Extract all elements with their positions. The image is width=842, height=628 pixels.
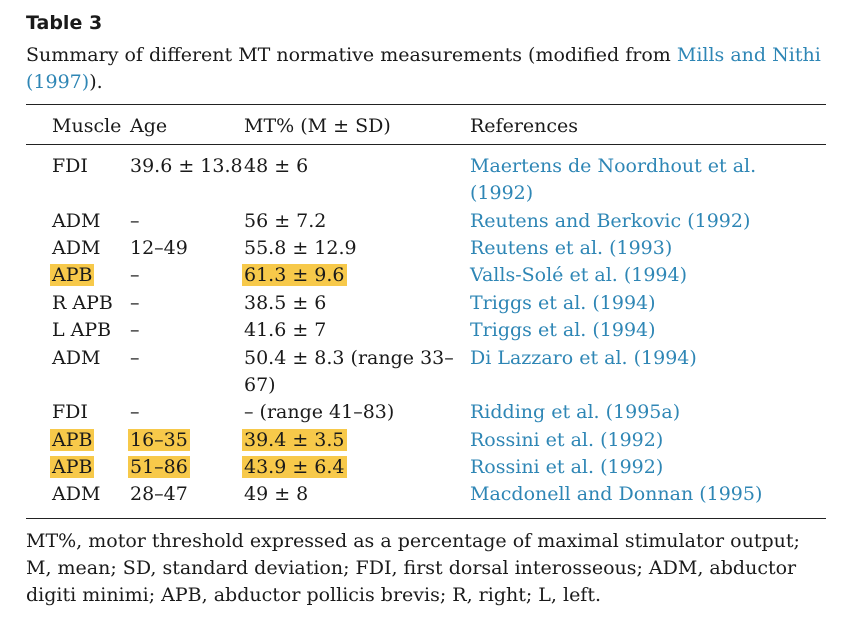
table-label: Table 3 <box>26 12 103 34</box>
cell-mt: 50.4 ± 8.3 (range 33– 67) <box>244 347 454 396</box>
header-age: Age <box>130 115 168 137</box>
cell-age: 39.6 ± 13.8 <box>130 155 243 177</box>
cell-muscle: L APB <box>52 319 112 341</box>
top-rule <box>26 104 826 105</box>
cell-mt: 49 ± 8 <box>244 483 309 505</box>
cell-reference-link[interactable]: Valls-Solé et al. (1994) <box>470 264 688 286</box>
cell-age: 28–47 <box>130 483 188 505</box>
header-references: References <box>470 115 579 137</box>
cell-reference-link[interactable]: Triggs et al. (1994) <box>470 292 656 314</box>
citation-link-mills-nithi-year[interactable]: (1997) <box>26 71 90 93</box>
cell-reference-link[interactable]: Reutens and Berkovic (1992) <box>470 210 751 232</box>
cell-reference-link[interactable]: Reutens et al. (1993) <box>470 237 673 259</box>
cell-muscle: ADM <box>52 210 101 232</box>
cell-reference-link[interactable]: Ridding et al. (1995a) <box>470 401 681 423</box>
header-rule <box>26 144 826 145</box>
cell-muscle-highlighted: APB <box>50 429 95 451</box>
cell-mt-highlighted: 43.9 ± 6.4 <box>242 456 347 478</box>
cell-mt: 38.5 ± 6 <box>244 292 327 314</box>
cell-age: – <box>130 319 140 341</box>
cell-age: – <box>130 292 140 314</box>
cell-muscle-highlighted: APB <box>50 456 95 478</box>
cell-muscle: ADM <box>52 483 101 505</box>
cell-age: – <box>130 347 140 369</box>
cell-mt: 56 ± 7.2 <box>244 210 327 232</box>
cell-muscle-highlighted: APB <box>50 264 95 286</box>
cell-muscle: FDI <box>52 155 88 177</box>
cell-age: 12–49 <box>130 237 188 259</box>
cell-age: – <box>130 401 140 423</box>
cell-mt: 41.6 ± 7 <box>244 319 327 341</box>
cell-reference-link[interactable]: Rossini et al. (1992) <box>470 429 664 451</box>
cell-age: – <box>130 210 140 232</box>
header-muscle: Muscle <box>52 115 122 137</box>
cell-mt: – (range 41–83) <box>244 401 395 423</box>
header-mt: MT% (M ± SD) <box>244 115 391 137</box>
cell-reference-link[interactable]: Macdonell and Donnan (1995) <box>470 483 763 505</box>
cell-age-highlighted: 16–35 <box>128 429 190 451</box>
cell-reference-link[interactable]: Triggs et al. (1994) <box>470 319 656 341</box>
citation-link-mills-nithi[interactable]: Mills and Nithi <box>676 44 821 66</box>
caption-prefix: Summary of different MT normative measur… <box>26 44 677 66</box>
cell-muscle: FDI <box>52 401 88 423</box>
cell-mt-highlighted: 61.3 ± 9.6 <box>242 264 347 286</box>
cell-muscle: R APB <box>52 292 113 314</box>
cell-age: – <box>130 264 140 286</box>
cell-age-highlighted: 51–86 <box>128 456 190 478</box>
table-caption: Summary of different MT normative measur… <box>26 42 830 96</box>
cell-mt: 55.8 ± 12.9 <box>244 237 357 259</box>
cell-muscle: ADM <box>52 347 101 369</box>
caption-suffix: ). <box>89 71 103 93</box>
cell-mt-highlighted: 39.4 ± 3.5 <box>242 429 347 451</box>
bottom-rule <box>26 518 826 519</box>
cell-reference-link[interactable]: Di Lazzaro et al. (1994) <box>470 347 697 369</box>
cell-reference-link[interactable]: Maertens de Noordhout et al. (1992) <box>470 155 757 204</box>
cell-mt: 48 ± 6 <box>244 155 309 177</box>
cell-reference-link[interactable]: Rossini et al. (1992) <box>470 456 664 478</box>
table-footnote: MT%, motor threshold expressed as a perc… <box>26 530 800 606</box>
cell-muscle: ADM <box>52 237 101 259</box>
